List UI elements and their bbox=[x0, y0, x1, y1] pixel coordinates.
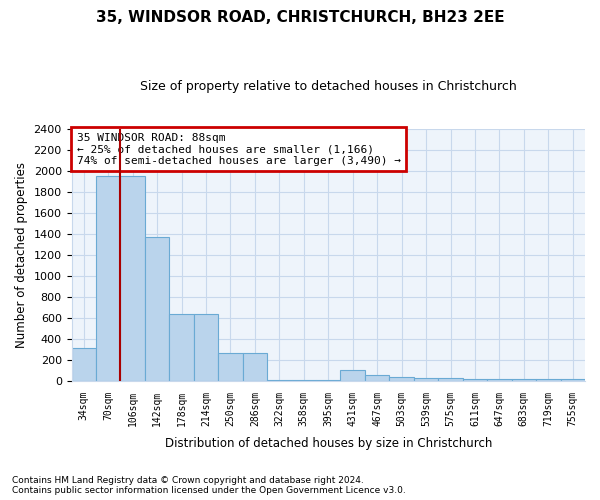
Bar bbox=[121, 176, 145, 381]
Bar bbox=[389, 376, 414, 381]
Bar bbox=[438, 378, 463, 381]
Y-axis label: Number of detached properties: Number of detached properties bbox=[15, 162, 28, 348]
Bar bbox=[536, 378, 560, 381]
Text: 35, WINDSOR ROAD, CHRISTCHURCH, BH23 2EE: 35, WINDSOR ROAD, CHRISTCHURCH, BH23 2EE bbox=[95, 10, 505, 25]
Bar bbox=[145, 236, 169, 381]
Bar bbox=[96, 176, 121, 381]
Bar bbox=[512, 378, 536, 381]
Bar bbox=[242, 352, 267, 381]
Bar bbox=[169, 314, 194, 381]
Bar bbox=[316, 380, 340, 381]
Bar bbox=[292, 380, 316, 381]
Bar bbox=[218, 352, 242, 381]
Bar bbox=[414, 378, 438, 381]
Text: 35 WINDSOR ROAD: 88sqm
← 25% of detached houses are smaller (1,166)
74% of semi-: 35 WINDSOR ROAD: 88sqm ← 25% of detached… bbox=[77, 132, 401, 166]
Bar bbox=[365, 375, 389, 381]
Bar bbox=[487, 378, 512, 381]
X-axis label: Distribution of detached houses by size in Christchurch: Distribution of detached houses by size … bbox=[164, 437, 492, 450]
Text: Contains HM Land Registry data © Crown copyright and database right 2024.
Contai: Contains HM Land Registry data © Crown c… bbox=[12, 476, 406, 495]
Bar bbox=[560, 378, 585, 381]
Bar bbox=[71, 348, 96, 381]
Bar bbox=[340, 370, 365, 381]
Bar bbox=[267, 380, 292, 381]
Bar bbox=[194, 314, 218, 381]
Title: Size of property relative to detached houses in Christchurch: Size of property relative to detached ho… bbox=[140, 80, 517, 93]
Bar bbox=[463, 378, 487, 381]
